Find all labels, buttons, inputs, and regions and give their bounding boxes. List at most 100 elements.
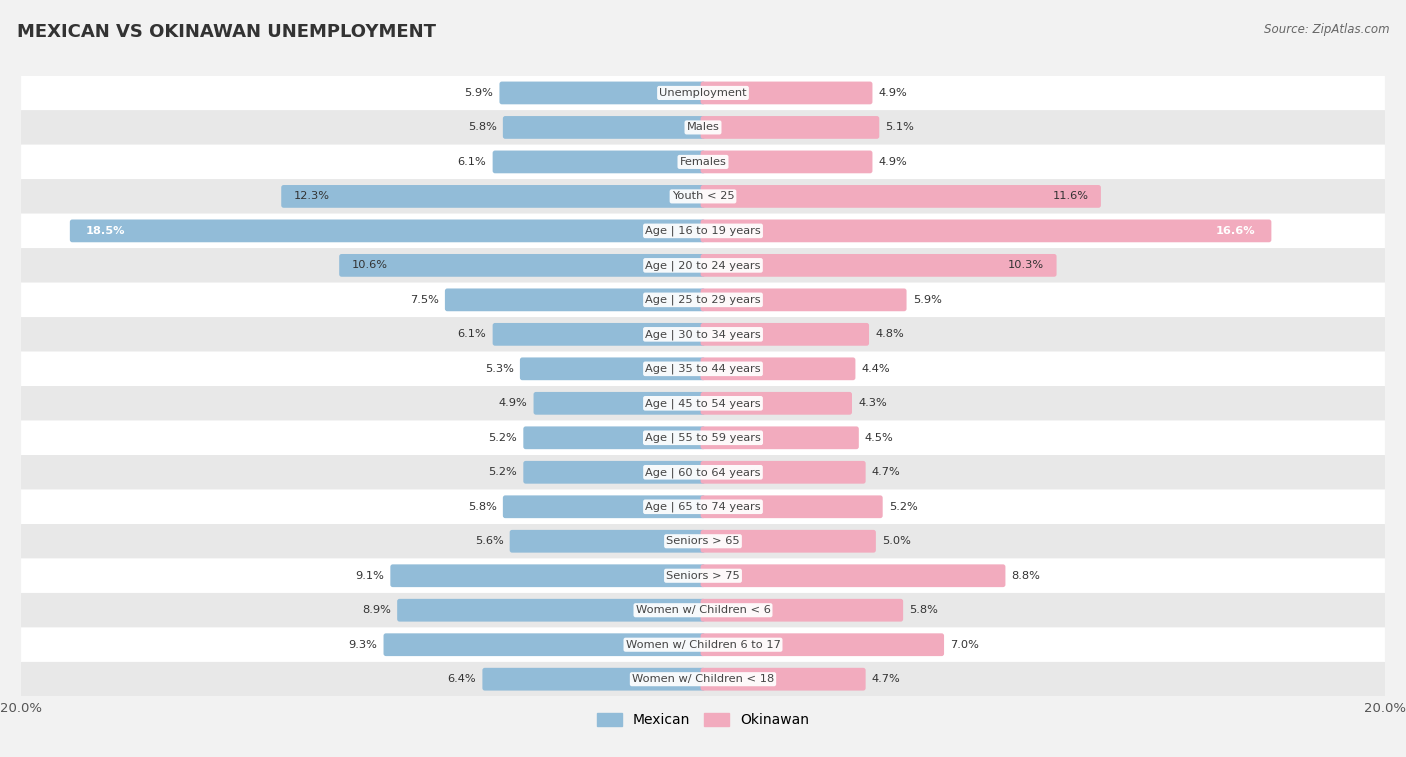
FancyBboxPatch shape [523, 461, 706, 484]
Text: 5.2%: 5.2% [488, 433, 517, 443]
Text: 5.2%: 5.2% [889, 502, 918, 512]
FancyBboxPatch shape [281, 185, 706, 207]
FancyBboxPatch shape [700, 220, 1271, 242]
Text: 10.6%: 10.6% [352, 260, 388, 270]
FancyBboxPatch shape [700, 392, 852, 415]
FancyBboxPatch shape [700, 668, 866, 690]
Text: Source: ZipAtlas.com: Source: ZipAtlas.com [1264, 23, 1389, 36]
Text: 5.9%: 5.9% [912, 295, 942, 305]
FancyBboxPatch shape [444, 288, 706, 311]
FancyBboxPatch shape [510, 530, 706, 553]
Text: 4.9%: 4.9% [499, 398, 527, 408]
Legend: Mexican, Okinawan: Mexican, Okinawan [591, 708, 815, 733]
Text: 5.8%: 5.8% [468, 502, 496, 512]
FancyBboxPatch shape [339, 254, 706, 277]
Text: 4.7%: 4.7% [872, 467, 900, 477]
Text: 5.2%: 5.2% [488, 467, 517, 477]
FancyBboxPatch shape [21, 111, 1385, 145]
FancyBboxPatch shape [503, 495, 706, 518]
FancyBboxPatch shape [700, 116, 879, 139]
Text: 5.1%: 5.1% [886, 123, 914, 132]
FancyBboxPatch shape [700, 634, 943, 656]
FancyBboxPatch shape [700, 565, 1005, 587]
Text: Age | 35 to 44 years: Age | 35 to 44 years [645, 363, 761, 374]
Text: 7.5%: 7.5% [411, 295, 439, 305]
FancyBboxPatch shape [21, 628, 1385, 662]
Text: Age | 65 to 74 years: Age | 65 to 74 years [645, 502, 761, 512]
Text: 4.7%: 4.7% [872, 674, 900, 684]
Text: Age | 60 to 64 years: Age | 60 to 64 years [645, 467, 761, 478]
Text: Age | 45 to 54 years: Age | 45 to 54 years [645, 398, 761, 409]
FancyBboxPatch shape [533, 392, 706, 415]
FancyBboxPatch shape [700, 530, 876, 553]
Text: MEXICAN VS OKINAWAN UNEMPLOYMENT: MEXICAN VS OKINAWAN UNEMPLOYMENT [17, 23, 436, 41]
Text: Age | 16 to 19 years: Age | 16 to 19 years [645, 226, 761, 236]
Text: Seniors > 65: Seniors > 65 [666, 536, 740, 547]
FancyBboxPatch shape [700, 288, 907, 311]
Text: 5.8%: 5.8% [468, 123, 496, 132]
Text: 5.0%: 5.0% [882, 536, 911, 547]
FancyBboxPatch shape [700, 151, 873, 173]
Text: 4.3%: 4.3% [858, 398, 887, 408]
FancyBboxPatch shape [21, 455, 1385, 490]
FancyBboxPatch shape [21, 524, 1385, 559]
Text: 8.8%: 8.8% [1011, 571, 1040, 581]
Text: 6.4%: 6.4% [447, 674, 477, 684]
FancyBboxPatch shape [503, 116, 706, 139]
Text: 4.9%: 4.9% [879, 88, 907, 98]
Text: 10.3%: 10.3% [1008, 260, 1045, 270]
Text: Females: Females [679, 157, 727, 167]
Text: 4.4%: 4.4% [862, 364, 890, 374]
Text: 9.1%: 9.1% [356, 571, 384, 581]
FancyBboxPatch shape [492, 151, 706, 173]
FancyBboxPatch shape [21, 593, 1385, 628]
FancyBboxPatch shape [21, 662, 1385, 696]
Text: Women w/ Children < 6: Women w/ Children < 6 [636, 606, 770, 615]
FancyBboxPatch shape [700, 357, 855, 380]
Text: 18.5%: 18.5% [86, 226, 125, 236]
FancyBboxPatch shape [499, 82, 706, 104]
FancyBboxPatch shape [700, 82, 873, 104]
Text: 5.9%: 5.9% [464, 88, 494, 98]
FancyBboxPatch shape [21, 76, 1385, 111]
Text: 6.1%: 6.1% [458, 157, 486, 167]
Text: Women w/ Children < 18: Women w/ Children < 18 [631, 674, 775, 684]
Text: 5.6%: 5.6% [475, 536, 503, 547]
FancyBboxPatch shape [21, 490, 1385, 524]
Text: Age | 20 to 24 years: Age | 20 to 24 years [645, 260, 761, 270]
FancyBboxPatch shape [520, 357, 706, 380]
Text: 12.3%: 12.3% [294, 192, 330, 201]
FancyBboxPatch shape [700, 254, 1056, 277]
Text: 7.0%: 7.0% [950, 640, 979, 650]
FancyBboxPatch shape [70, 220, 706, 242]
Text: 5.8%: 5.8% [910, 606, 938, 615]
FancyBboxPatch shape [700, 495, 883, 518]
Text: 4.8%: 4.8% [875, 329, 904, 339]
Text: 11.6%: 11.6% [1052, 192, 1088, 201]
Text: Age | 30 to 34 years: Age | 30 to 34 years [645, 329, 761, 340]
FancyBboxPatch shape [21, 145, 1385, 179]
FancyBboxPatch shape [700, 323, 869, 346]
Text: Seniors > 75: Seniors > 75 [666, 571, 740, 581]
FancyBboxPatch shape [21, 282, 1385, 317]
Text: Age | 55 to 59 years: Age | 55 to 59 years [645, 432, 761, 443]
FancyBboxPatch shape [391, 565, 706, 587]
Text: 5.3%: 5.3% [485, 364, 513, 374]
FancyBboxPatch shape [700, 185, 1101, 207]
Text: Women w/ Children 6 to 17: Women w/ Children 6 to 17 [626, 640, 780, 650]
FancyBboxPatch shape [21, 213, 1385, 248]
FancyBboxPatch shape [700, 426, 859, 449]
FancyBboxPatch shape [482, 668, 706, 690]
FancyBboxPatch shape [523, 426, 706, 449]
Text: Youth < 25: Youth < 25 [672, 192, 734, 201]
Text: Males: Males [686, 123, 720, 132]
Text: 6.1%: 6.1% [458, 329, 486, 339]
Text: 8.9%: 8.9% [363, 606, 391, 615]
Text: Unemployment: Unemployment [659, 88, 747, 98]
Text: 4.5%: 4.5% [865, 433, 894, 443]
Text: Age | 25 to 29 years: Age | 25 to 29 years [645, 294, 761, 305]
FancyBboxPatch shape [21, 386, 1385, 421]
FancyBboxPatch shape [21, 317, 1385, 351]
FancyBboxPatch shape [21, 559, 1385, 593]
FancyBboxPatch shape [492, 323, 706, 346]
